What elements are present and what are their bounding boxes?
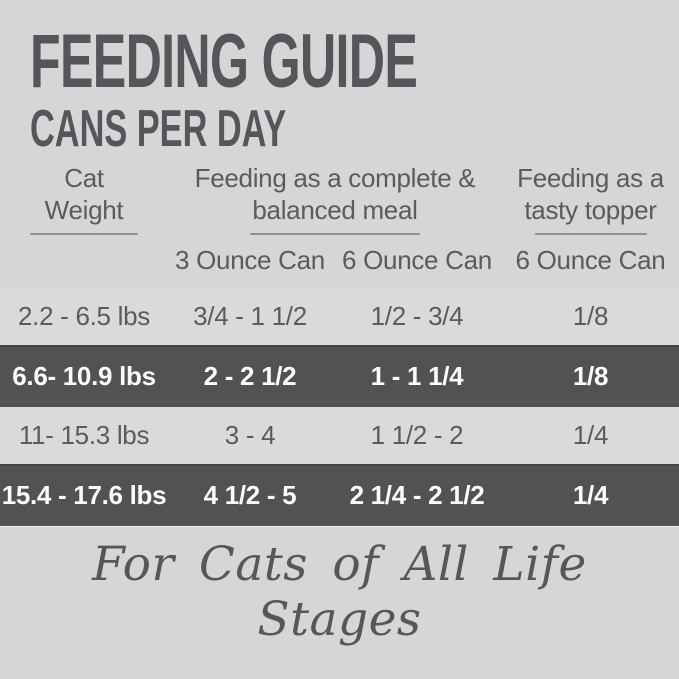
meal-6oz-cell: 1 - 1 1/4 (370, 360, 464, 391)
topper-6oz-cell: 1/4 (572, 479, 609, 510)
column-group-label: Feeding as a (517, 163, 664, 193)
meal-6oz-cell: 1 1/2 - 2 (370, 420, 464, 451)
weight-cell: 15.4 - 17.6 lbs (1, 479, 167, 510)
page-subtitle: CANS PER DAY (30, 103, 679, 155)
table-row: 2.2 - 6.5 lbs 3/4 - 1 1/2 1/2 - 3/4 1/8 (0, 288, 679, 346)
meal-3oz-cell: 4 1/2 - 5 (203, 479, 297, 510)
meal-3oz-cell: 3/4 - 1 1/2 (193, 301, 307, 332)
column-group-label: Weight (44, 194, 124, 225)
column-group-complete-meal: Feeding as a complete & balanced meal (168, 163, 502, 236)
underline-divider (30, 233, 138, 236)
column-group-tasty-topper: Feeding as a tasty topper (502, 163, 679, 236)
underline-divider (534, 233, 647, 236)
weight-cell: 11- 15.3 lbs (18, 420, 150, 451)
underline-divider (250, 233, 420, 236)
column-group-label: balanced meal (252, 194, 418, 225)
meal-6oz-cell: 1/2 - 3/4 (370, 301, 464, 332)
page-subtitle-text: CANS PER DAY (30, 100, 287, 158)
table-column-groups: Cat Weight Feeding as a complete & balan… (0, 163, 679, 236)
topper-6oz-cell: 1/4 (572, 420, 609, 451)
column-group-label: Cat (64, 163, 104, 193)
meal-6oz-cell: 2 1/4 - 2 1/2 (349, 479, 485, 510)
title-block: FEEDING GUIDE CANS PER DAY (0, 0, 679, 156)
subcolumn-spacer (0, 246, 168, 275)
weight-cell: 2.2 - 6.5 lbs (18, 301, 150, 332)
page-title-text: FEEDING GUIDE (30, 19, 418, 104)
table-row-highlighted: 6.6- 10.9 lbs 2 - 2 1/2 1 - 1 1/4 1/8 (0, 345, 679, 408)
table-body: 2.2 - 6.5 lbs 3/4 - 1 1/2 1/2 - 3/4 1/8 … (0, 288, 679, 527)
table-subcolumn-headers: 3 Ounce Can 6 Ounce Can 6 Ounce Can (0, 246, 679, 275)
table-row: 11- 15.3 lbs 3 - 4 1 1/2 - 2 1/4 (0, 407, 679, 465)
column-group-label: tasty topper (524, 194, 657, 225)
meal-3oz-cell: 2 - 2 1/2 (203, 360, 297, 391)
subcolumn-header-topper-6oz: 6 Ounce Can (515, 245, 666, 276)
meal-3oz-cell: 3 - 4 (224, 420, 276, 451)
column-group-label: Feeding as a complete & (194, 163, 476, 193)
topper-6oz-cell: 1/8 (572, 301, 609, 332)
life-stages-tagline: For Cats of All Life Stages (92, 537, 587, 647)
subcolumn-header-6oz: 6 Ounce Can (342, 245, 492, 276)
table-row-highlighted: 15.4 - 17.6 lbs 4 1/2 - 5 2 1/4 - 2 1/2 … (0, 464, 679, 527)
weight-cell: 6.6- 10.9 lbs (12, 360, 156, 391)
page-title: FEEDING GUIDE (30, 24, 679, 100)
subcolumn-header-3oz: 3 Ounce Can (175, 245, 325, 276)
topper-6oz-cell: 1/8 (572, 360, 609, 391)
column-group-cat-weight: Cat Weight (0, 163, 168, 236)
